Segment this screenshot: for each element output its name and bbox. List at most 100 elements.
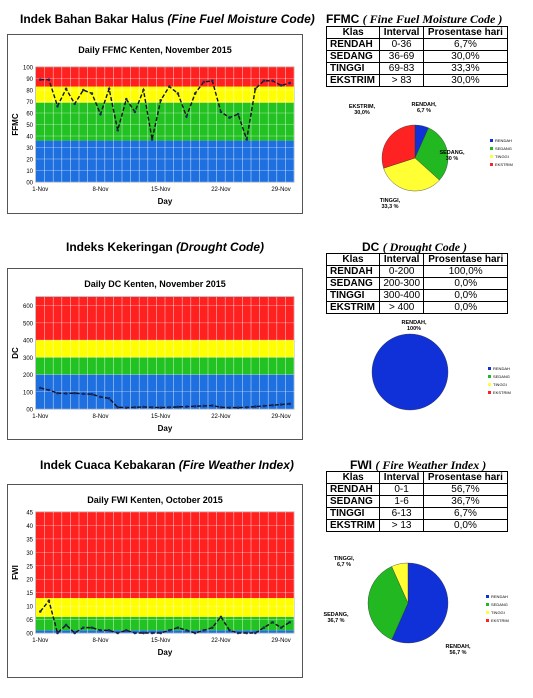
x-tick-label: 29-Nov (271, 187, 290, 193)
legend-label: RENDAH (495, 138, 512, 143)
ffmc-heading-main: Indek Bahan Bakar Halus (20, 12, 165, 26)
y-tick-label: 90 (26, 77, 33, 83)
table-row: RENDAH 0-200 100,0% (326, 265, 508, 278)
data-point (279, 84, 283, 87)
legend-label: TINGGI (495, 154, 509, 159)
data-point (193, 92, 197, 95)
data-point (176, 405, 180, 409)
table-cell: 36-69 (379, 50, 424, 63)
data-point (56, 391, 59, 395)
y-axis-label: DC (11, 347, 20, 359)
data-point (254, 631, 257, 635)
table-row: EKSTRIM > 13 0,0% (325, 519, 509, 532)
y-tick-label: 300 (23, 356, 34, 362)
dc-heading: Indeks Kekeringan (Drought Code) (66, 240, 264, 254)
data-point (64, 87, 68, 91)
data-point (39, 610, 42, 613)
pie-data-label-line: TINGGI, (334, 556, 355, 562)
chart-title: Daily FWI Kenten, October 2015 (87, 495, 223, 505)
legend-swatch-rendah (486, 595, 489, 598)
chart-title: Daily DC Kenten, November 2015 (84, 279, 226, 289)
table-header-row: Klas Interval Prosentase hari (326, 253, 508, 266)
data-point (73, 631, 76, 635)
ffmc-table-title: FFMC ( Fine Fuel Moisture Code ) (326, 12, 502, 27)
data-point (47, 78, 51, 81)
data-point (142, 405, 145, 409)
table-row: TINGGI 300-400 0,0% (326, 289, 508, 302)
table-cell: RENDAH (326, 265, 380, 278)
table-cell: TINGGI (325, 507, 381, 520)
data-point (47, 599, 51, 603)
data-point (288, 402, 292, 406)
pie-data-label: SEDANG, 36,7 % (323, 612, 349, 624)
x-tick-label: 8-Nov (92, 638, 108, 644)
table-cell: TINGGI (326, 289, 380, 302)
legend-swatch-tinggi (490, 155, 493, 158)
ffmc-pie-panel: RENDAH, 6,7 % SEDANG, 30 % TINGGI, 33,3 % EKST… (340, 94, 520, 214)
x-axis-label: Day (158, 197, 173, 206)
data-point (99, 629, 102, 632)
pie-data-label-line: EKSTRIM, (349, 104, 376, 110)
table-cell: 33,3% (422, 62, 509, 75)
pie-data-label-line: TINGGI, (380, 198, 401, 204)
dc-pie-panel: RENDAH, 100% RENDAH SEDANG TINGGI EKSTRIM (340, 316, 520, 434)
ffmc-pie-chart: RENDAH, 6,7 % SEDANG, 30 % TINGGI, 33,3 % EKST… (349, 102, 513, 210)
table-cell: TINGGI (325, 62, 381, 75)
table-cell: EKSTRIM (326, 301, 380, 314)
data-point (47, 388, 51, 392)
data-point (125, 97, 128, 101)
y-tick-label: 05 (26, 618, 33, 624)
data-point (56, 631, 59, 635)
data-point (133, 631, 137, 635)
pie-data-label-line: 6,7 % (417, 108, 431, 114)
pie-slice-tinggi (383, 157, 440, 192)
data-point (271, 620, 274, 624)
data-point (168, 405, 171, 409)
data-point (116, 128, 119, 132)
pie-slice-rendah (391, 562, 449, 644)
fwi-table-title-main: FWI (350, 458, 372, 472)
dc-chart-panel: Daily DC Kenten, November 2015 00 100 200 30… (7, 268, 303, 440)
legend-label: SEDANG (495, 146, 512, 151)
data-point (211, 79, 214, 83)
y-tick-label: 600 (23, 304, 34, 310)
pie-data-label: TINGGI, 33,3 % (380, 198, 401, 210)
table-header-cell: Klas (325, 471, 381, 484)
data-point (288, 620, 292, 624)
y-tick-label: 30 (26, 551, 33, 557)
table-row: TINGGI 6-13 6,7% (325, 507, 509, 520)
y-tick-label: 100 (23, 390, 34, 396)
pie-data-label: EKSTRIM, 30,0% (349, 104, 376, 116)
data-point (236, 112, 240, 116)
pie-slice-ekstrim (381, 124, 416, 169)
legend-label: TINGGI (493, 382, 507, 387)
table-cell: 0-1 (379, 483, 424, 496)
legend-label: RENDAH (491, 594, 508, 599)
pie-data-label-line: RENDAH, (401, 320, 427, 326)
legend-swatch-tinggi (486, 611, 489, 614)
y-tick-label: 80 (26, 89, 33, 95)
data-point (245, 138, 248, 141)
table-cell: RENDAH (325, 38, 381, 51)
dc-pie-chart: RENDAH, 100% RENDAH SEDANG TINGGI EKSTRIM (371, 320, 511, 411)
pie-data-label-line: 6,7 % (337, 562, 351, 568)
fwi-line-chart: Daily FWI Kenten, October 2015 00 05 10 15 20… (11, 495, 295, 657)
ffmc-heading-italic: (Fine Fuel Moisture Code) (167, 12, 315, 26)
data-point (236, 406, 240, 409)
x-tick-label: 15-Nov (151, 638, 170, 644)
data-point (159, 631, 162, 635)
legend-swatch-ekstrim (490, 163, 493, 166)
dc-line-chart: Daily DC Kenten, November 2015 00 100 200 30… (11, 279, 295, 433)
data-point (279, 403, 283, 406)
pie-data-label-line: 36,7 % (327, 618, 344, 624)
data-point (288, 81, 292, 85)
data-point (211, 626, 214, 629)
table-cell: 300-400 (378, 289, 425, 302)
table-cell: 6,7% (422, 507, 509, 520)
y-tick-label: 25 (26, 564, 33, 570)
data-point (168, 85, 171, 88)
data-point (142, 88, 145, 92)
table-header-cell: Prosentase hari (422, 26, 509, 39)
legend-label: TINGGI (491, 610, 505, 615)
data-point (271, 79, 274, 83)
